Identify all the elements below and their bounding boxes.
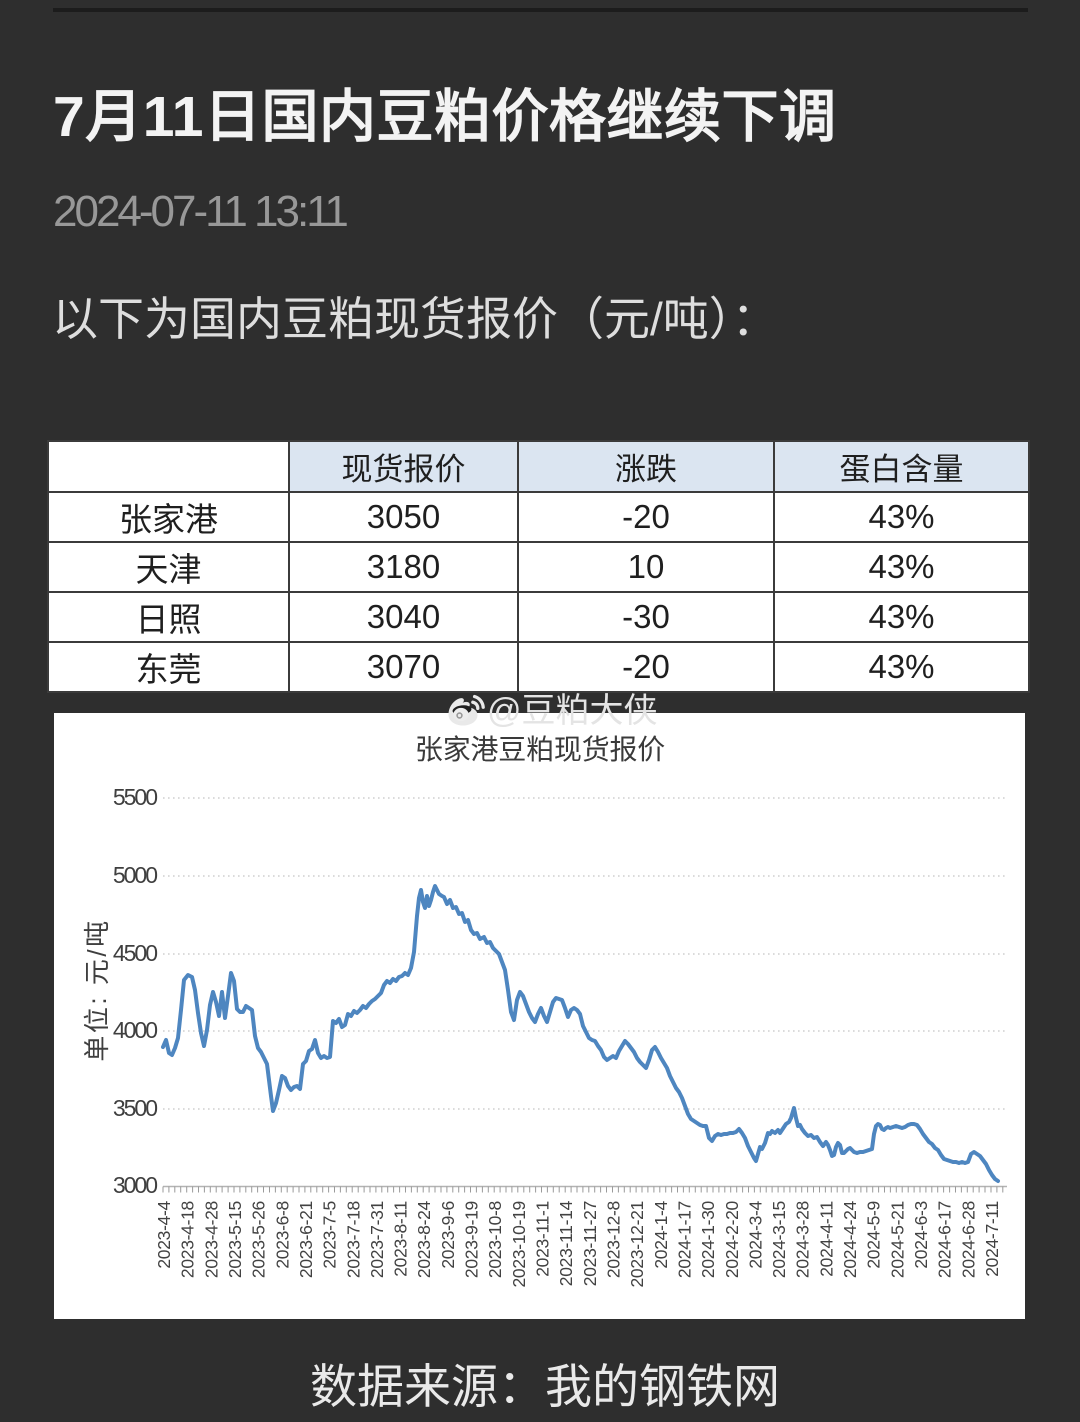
svg-text:2024-6-17: 2024-6-17 — [935, 1201, 955, 1278]
svg-text:2023-9-19: 2023-9-19 — [462, 1201, 482, 1278]
svg-text:2024-1-4: 2024-1-4 — [651, 1200, 671, 1268]
svg-text:2024-6-28: 2024-6-28 — [958, 1201, 978, 1278]
svg-text:2024-3-4: 2024-3-4 — [745, 1200, 765, 1268]
svg-text:2024-5-9: 2024-5-9 — [864, 1201, 884, 1269]
svg-text:2024-1-17: 2024-1-17 — [675, 1201, 695, 1278]
svg-text:5500: 5500 — [113, 784, 157, 810]
svg-text:2023-9-6: 2023-9-6 — [438, 1201, 458, 1269]
svg-text:2024-3-15: 2024-3-15 — [769, 1201, 789, 1278]
svg-text:3500: 3500 — [113, 1095, 157, 1121]
svg-text:4500: 4500 — [113, 940, 157, 966]
svg-text:2023-12-21: 2023-12-21 — [627, 1201, 647, 1288]
svg-text:2024-3-28: 2024-3-28 — [793, 1201, 813, 1278]
svg-text:张家港豆粕现货报价: 张家港豆粕现货报价 — [415, 734, 665, 765]
svg-text:2023-5-26: 2023-5-26 — [249, 1201, 269, 1278]
svg-text:2024-4-24: 2024-4-24 — [840, 1200, 860, 1278]
svg-text:单位: 元/吨: 单位: 元/吨 — [82, 918, 112, 1061]
svg-text:2023-7-18: 2023-7-18 — [343, 1201, 363, 1278]
svg-text:2023-4-18: 2023-4-18 — [178, 1201, 198, 1278]
svg-text:2024-2-20: 2024-2-20 — [722, 1200, 742, 1278]
svg-text:2023-4-28: 2023-4-28 — [201, 1201, 221, 1278]
svg-text:2023-4-4: 2023-4-4 — [154, 1200, 174, 1268]
svg-text:2024-6-3: 2024-6-3 — [911, 1201, 931, 1269]
svg-text:2023-11-14: 2023-11-14 — [556, 1200, 576, 1286]
svg-text:2023-8-11: 2023-8-11 — [391, 1201, 411, 1277]
svg-text:2024-4-11: 2024-4-11 — [816, 1201, 836, 1277]
svg-text:2023-11-1: 2023-11-1 — [533, 1201, 553, 1277]
svg-text:2023-6-8: 2023-6-8 — [272, 1201, 292, 1269]
svg-text:2023-12-8: 2023-12-8 — [604, 1201, 624, 1278]
svg-text:2023-10-8: 2023-10-8 — [485, 1201, 505, 1278]
svg-text:2023-10-19: 2023-10-19 — [509, 1201, 529, 1288]
svg-text:2024-5-21: 2024-5-21 — [887, 1201, 907, 1278]
svg-text:2023-8-24: 2023-8-24 — [414, 1200, 434, 1278]
svg-text:2023-7-5: 2023-7-5 — [320, 1201, 340, 1269]
svg-text:2023-5-15: 2023-5-15 — [225, 1201, 245, 1278]
svg-text:2023-11-27: 2023-11-27 — [580, 1201, 600, 1286]
svg-text:2023-7-31: 2023-7-31 — [367, 1201, 387, 1278]
svg-text:3000: 3000 — [113, 1172, 157, 1198]
svg-text:2023-6-21: 2023-6-21 — [296, 1201, 316, 1278]
svg-text:4000: 4000 — [113, 1017, 157, 1043]
svg-text:5000: 5000 — [113, 862, 157, 888]
svg-text:2024-7-11: 2024-7-11 — [982, 1201, 1002, 1277]
svg-text:2024-1-30: 2024-1-30 — [698, 1200, 718, 1278]
